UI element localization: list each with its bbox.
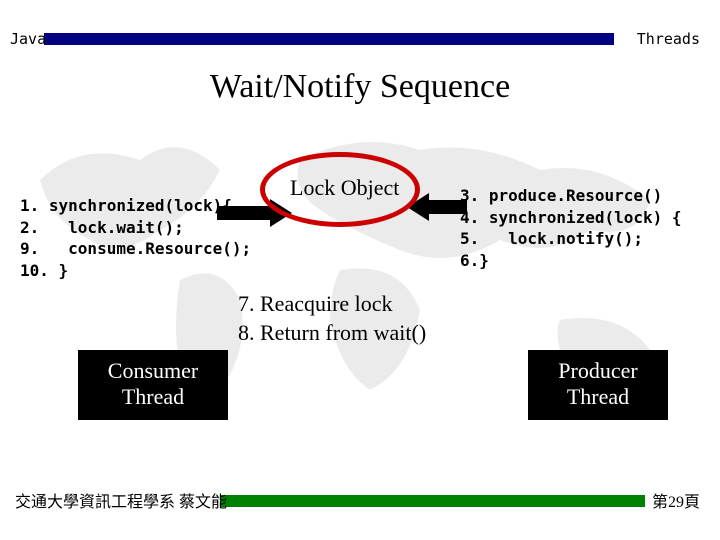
page-title: Wait/Notify Sequence	[0, 68, 720, 106]
consumer-code: 1. synchronized(lock){ 2. lock.wait(); 9…	[20, 195, 251, 281]
header-right-label: Threads	[637, 30, 700, 48]
producer-thread-box: Producer Thread	[528, 350, 668, 420]
header-bar	[44, 33, 614, 45]
consumer-label-2: Thread	[78, 384, 228, 410]
footer-bar	[220, 495, 645, 507]
middle-steps: 7. Reacquire lock 8. Return from wait()	[238, 290, 426, 347]
step-7: 7. Reacquire lock	[238, 290, 426, 319]
consumer-thread-box: Consumer Thread	[78, 350, 228, 420]
producer-label-1: Producer	[528, 358, 668, 384]
footer-left-label: 交通大學資訊工程學系 蔡文能	[15, 488, 227, 512]
lock-object-label: Lock Object	[290, 175, 399, 201]
header-left-label: Java	[10, 30, 46, 48]
consumer-label-1: Consumer	[78, 358, 228, 384]
producer-label-2: Thread	[528, 384, 668, 410]
step-8: 8. Return from wait()	[238, 319, 426, 348]
producer-code: 3. produce.Resource() 4. synchronized(lo…	[460, 185, 682, 271]
footer-right-label: 第29頁	[652, 488, 700, 512]
